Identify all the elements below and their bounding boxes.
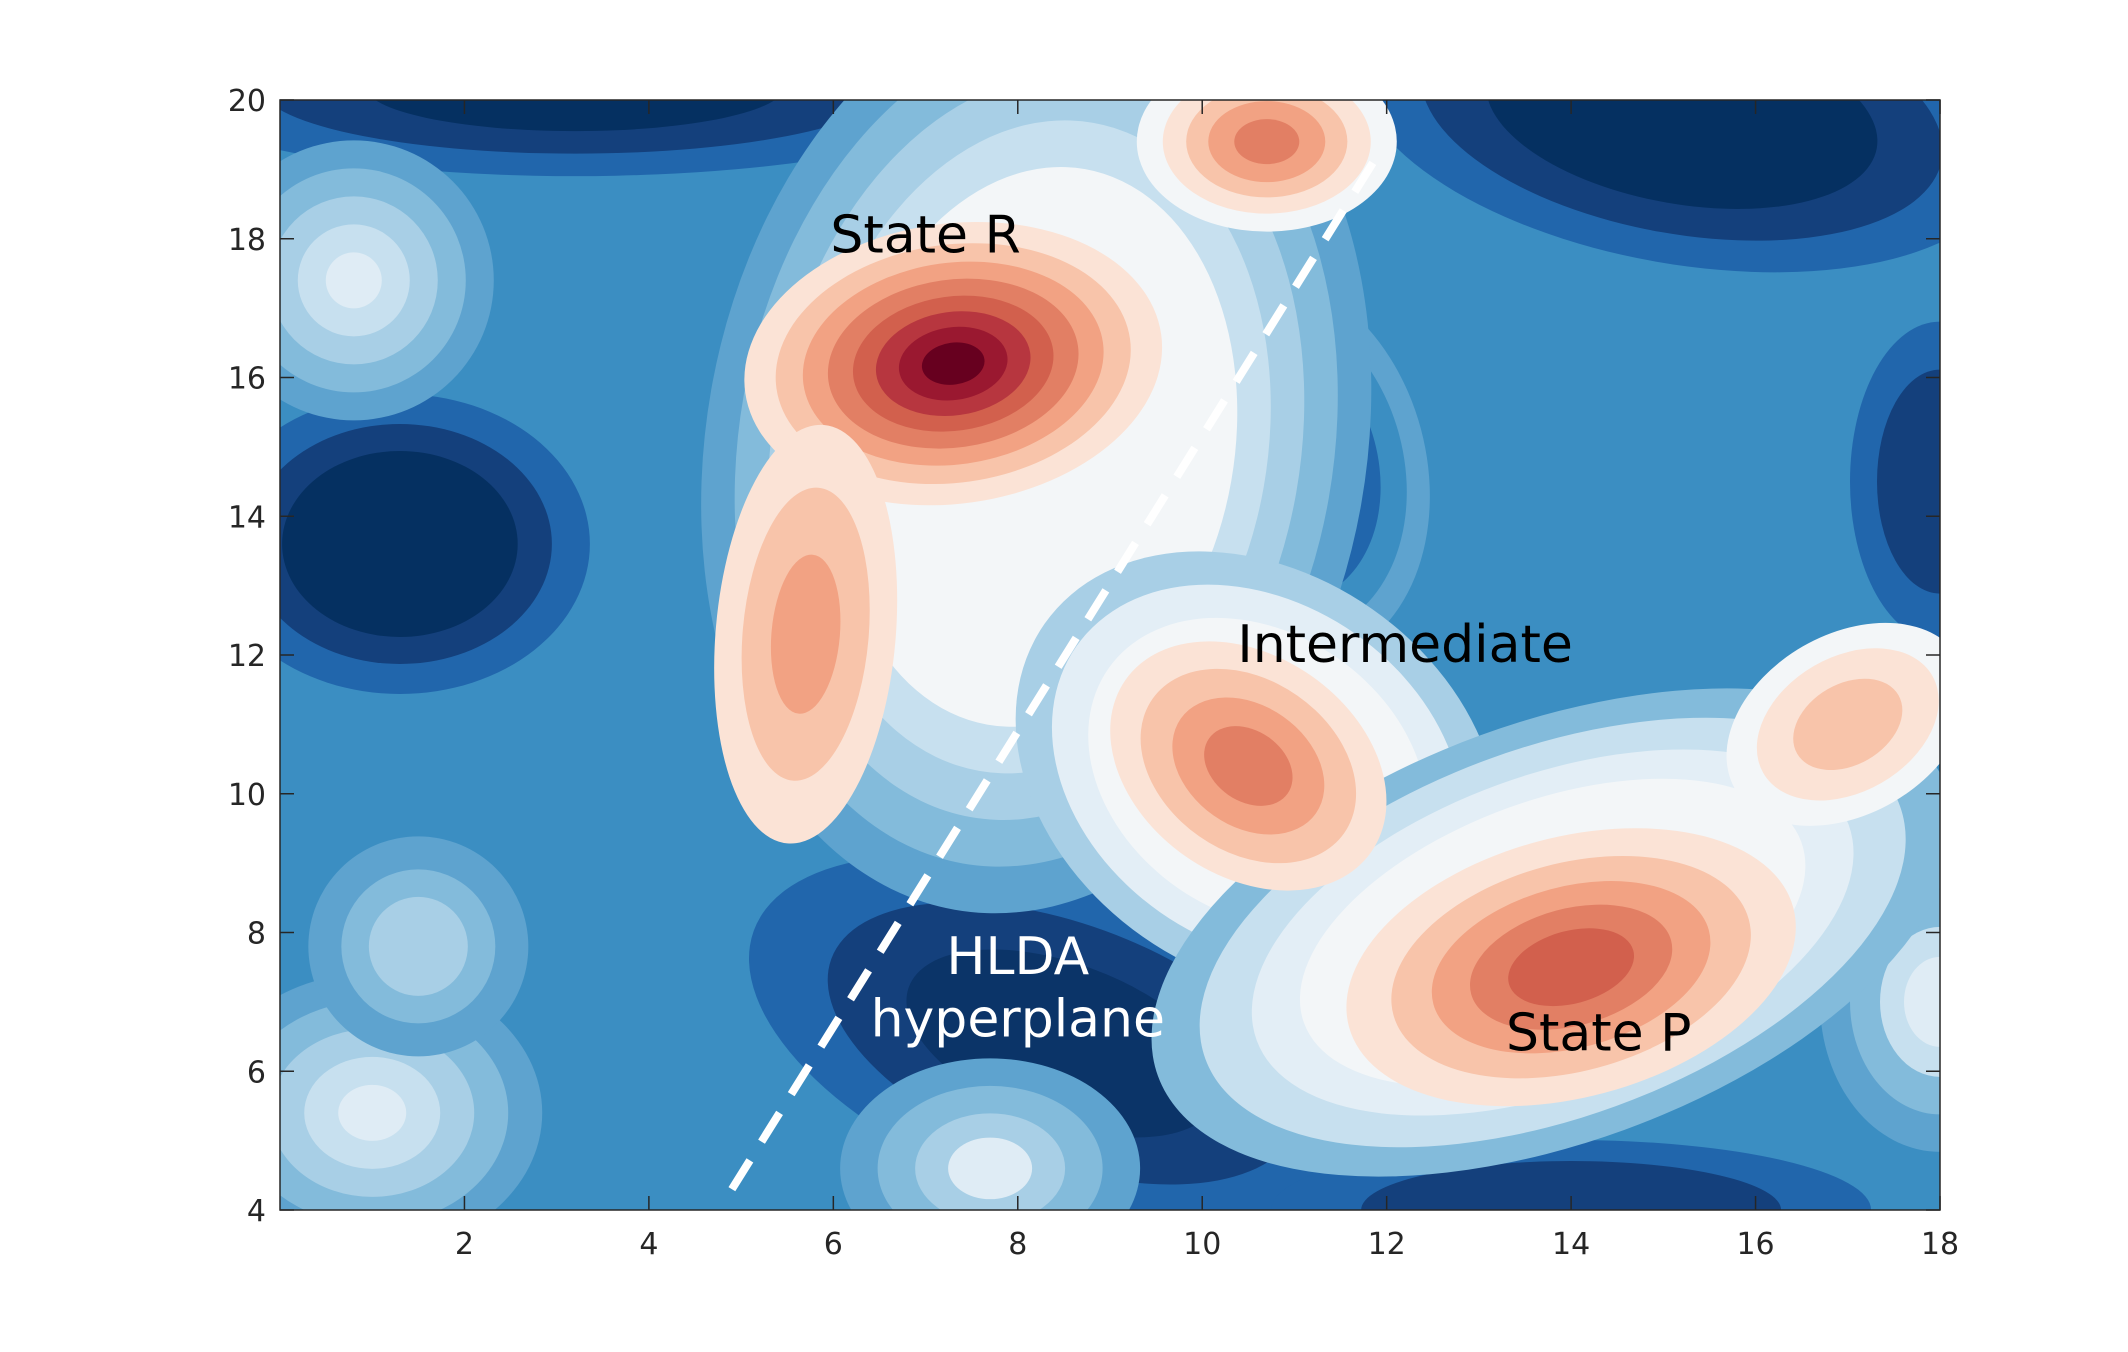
y-tick-label: 18 — [228, 223, 266, 258]
peak-state-p — [1346, 828, 1796, 1107]
x-tick-label: 6 — [824, 1227, 843, 1262]
x-tick-label: 4 — [639, 1227, 658, 1262]
basin-left-level — [282, 451, 518, 637]
peak-state-r-level — [921, 342, 985, 385]
basin-top-right-level — [1486, 100, 1878, 209]
well-top-left-level — [325, 252, 382, 309]
contour-field — [280, 100, 1940, 1210]
peak-left-lobe — [714, 424, 898, 844]
basin-top-left-level — [375, 100, 775, 132]
well-top-left — [280, 140, 494, 421]
peak-right-lobe — [1726, 622, 1940, 826]
x-tick-label: 8 — [1008, 1227, 1027, 1262]
y-tick-label: 14 — [228, 500, 266, 535]
x-tick-label: 10 — [1183, 1227, 1221, 1262]
basin-left — [280, 394, 590, 694]
well-bottom-center — [840, 1058, 1141, 1210]
annotation-state-r: State R — [830, 206, 1020, 266]
x-tick-label: 12 — [1368, 1227, 1406, 1262]
x-tick-label: 18 — [1921, 1227, 1959, 1262]
peak-top-level — [1234, 119, 1300, 165]
well-bottom-left-level — [338, 1084, 407, 1141]
hlda-dashed-line — [728, 153, 1381, 1192]
y-tick-label: 6 — [247, 1055, 266, 1090]
peak-top — [1136, 100, 1397, 232]
peak-intermediate — [1110, 641, 1387, 891]
basin-right-edge — [1850, 321, 1940, 642]
axis-ticks: 2 4 6 8 10 12 14 16 18 4 6 8 10 12 14 16 18 20 — [228, 84, 1959, 1262]
well-bottom-center-level — [948, 1137, 1033, 1200]
x-tick-label: 14 — [1552, 1227, 1590, 1262]
x-tick-label: 2 — [455, 1227, 474, 1262]
well-right-edge-level — [1904, 956, 1940, 1047]
peak-state-r — [744, 221, 1163, 506]
y-tick-label: 4 — [247, 1194, 266, 1229]
hlda-line-layer — [728, 153, 1381, 1192]
well-left-mid-level — [368, 896, 468, 996]
x-tick-label: 16 — [1736, 1227, 1774, 1262]
well-left-mid — [308, 836, 529, 1057]
basin-top-right — [1355, 100, 1940, 273]
y-tick-label: 12 — [228, 639, 266, 674]
annotation-intermediate: Intermediate — [1237, 615, 1573, 675]
annotation-hyperplane: hyperplane — [871, 990, 1165, 1050]
y-tick-label: 10 — [228, 778, 266, 813]
peak-left-lobe-level — [770, 554, 841, 714]
y-tick-label: 8 — [247, 917, 266, 952]
peak-state-p-level — [1508, 928, 1635, 1007]
annotation-state-p: State P — [1506, 1003, 1692, 1063]
y-tick-label: 20 — [228, 84, 266, 119]
annotation-hlda: HLDA — [946, 927, 1089, 987]
y-tick-label: 16 — [228, 362, 266, 397]
peak-intermediate-level — [1204, 726, 1293, 806]
basin-right-edge-level — [1877, 369, 1940, 594]
basin-bottom-right-level — [1361, 1161, 1782, 1210]
peak-right-lobe-level — [1793, 678, 1903, 771]
